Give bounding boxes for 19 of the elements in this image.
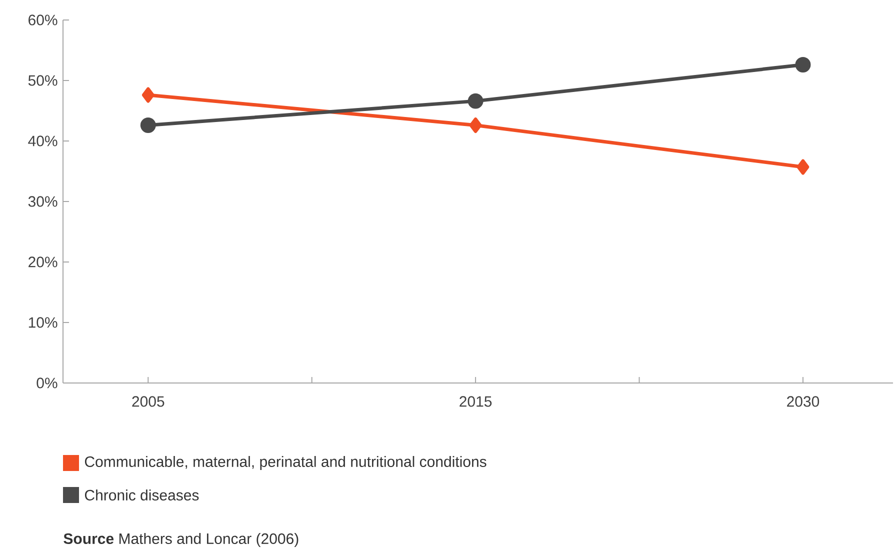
x-tick-label: 2015 [460,396,492,407]
x-tick-label: 2030 [787,396,820,407]
y-tick-label: 40% [28,136,58,146]
point [796,159,810,175]
x-tick-label: 2005 [132,396,164,407]
point [140,118,156,134]
y-tick-label: 60% [28,14,58,26]
legend-label: Chronic diseases [84,489,199,500]
point [469,118,482,134]
point [142,87,154,103]
y-tick-label: 50% [28,75,58,86]
text: Source Mathers and Loncar (2006) [64,532,298,547]
point [468,93,484,109]
y-tick-label: 30% [28,196,58,207]
y-tick-label: 0% [36,378,58,388]
y-tick-label: 20% [28,256,58,268]
point [795,57,811,73]
legend-label: Communicable, maternal, perinatal and nutritional conditions [84,456,486,470]
y-tick-label: 10% [28,317,58,328]
